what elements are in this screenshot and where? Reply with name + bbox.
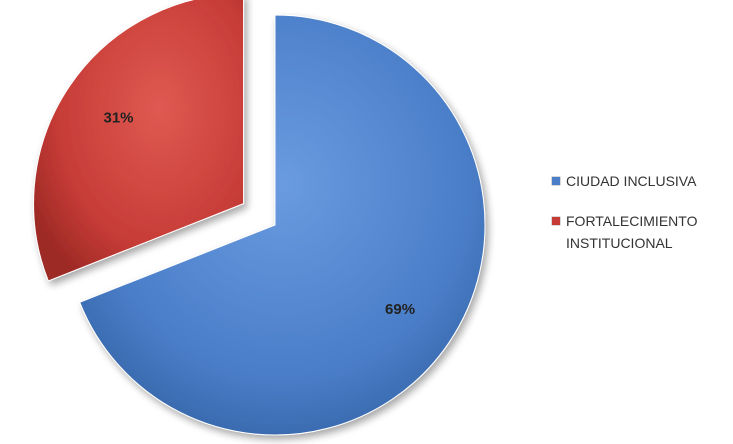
- legend-label: FORTALECIMIENTO INSTITUCIONAL: [566, 213, 698, 251]
- legend: CIUDAD INCLUSIVA FORTALECIMIENTO INSTITU…: [552, 170, 732, 272]
- slices-layer: [33, 0, 486, 436]
- slice-labels-layer: 69% 31%: [104, 110, 416, 318]
- legend-item-fortalecimiento-institucional: FORTALECIMIENTO INSTITUCIONAL: [552, 210, 732, 254]
- legend-swatch-red: [552, 217, 560, 225]
- pie-slice-fortalecimiento-institucional: [33, 0, 245, 282]
- legend-swatch-blue: [552, 177, 560, 185]
- legend-item-ciudad-inclusiva: CIUDAD INCLUSIVA: [552, 170, 732, 192]
- slice-data-label: 31%: [104, 110, 134, 127]
- slice-data-label: 69%: [385, 301, 415, 318]
- legend-label: CIUDAD INCLUSIVA: [566, 173, 697, 189]
- pie-slice-ciudad-inclusiva: [79, 14, 486, 436]
